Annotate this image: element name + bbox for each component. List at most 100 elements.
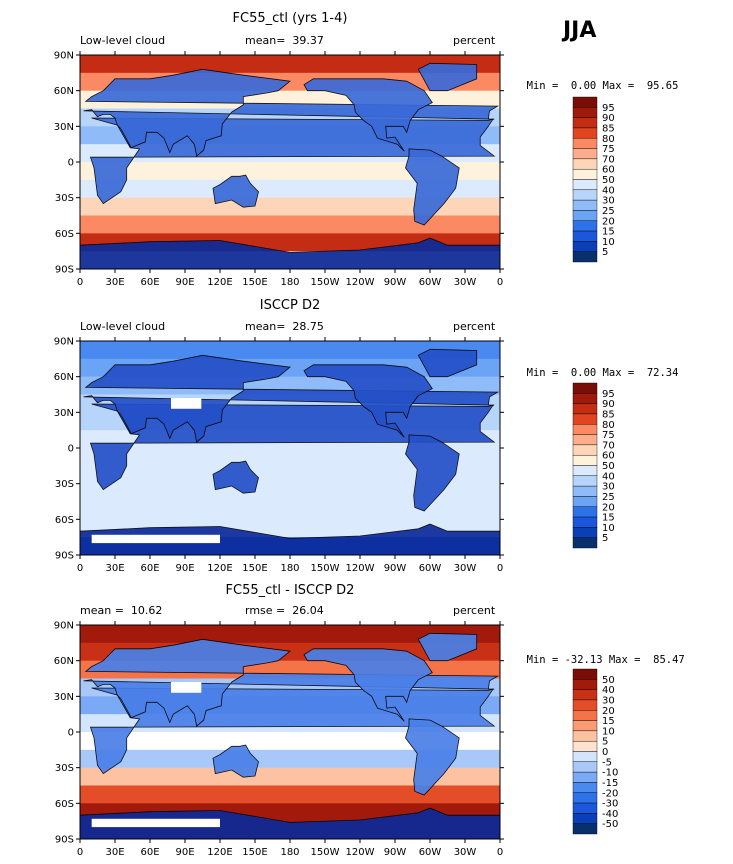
continent-eurasia [83,354,500,443]
colorbar-swatch [572,158,598,170]
colorbar-swatch [572,138,598,149]
lon-label: 180 [280,277,299,288]
colorbar-label: 25 [602,492,615,503]
lon-label: 30E [105,847,124,858]
lon-label: 0 [77,277,83,288]
lon-label: 60W [419,277,442,288]
continent-eurasia [83,68,500,157]
colorbar-label: -40 [602,809,618,820]
colorbar-label: 20 [602,502,615,513]
panel-2-title: ISCCP D2 [259,298,321,313]
panel-2-max-value: 72.34 [646,367,679,379]
colorbar-label: -30 [602,799,618,810]
colorbar-swatch [572,730,598,742]
lat-label: 30N [54,408,74,419]
colorbar-label: 95 [602,389,615,400]
colorbar-swatch [572,241,598,252]
colorbar-swatch [572,740,598,752]
lat-label: 90S [55,265,74,276]
colorbar-label: 30 [602,482,615,493]
colorbar-label: 50 [602,175,615,186]
colorbar-label: 60 [602,165,615,176]
colorbar-label: 20 [602,216,615,227]
lon-label: 150E [242,277,267,288]
colorbar-swatch [572,679,598,690]
colorbar-label: 30 [602,695,615,706]
colorbar-label: 10 [602,523,615,534]
colorbar-swatch [572,127,598,139]
colorbar-label: 0 [602,747,608,758]
panel-3-max-value: 85.47 [653,654,685,666]
lat-label: 60S [55,229,74,240]
colorbar-swatch [572,393,598,404]
colorbar-swatch [572,168,598,180]
panel-3-min-value: -32.13 [564,654,603,666]
colorbar-swatch [572,792,598,804]
lon-label: 90E [175,847,194,858]
lon-label: 0 [497,277,503,288]
colorbar-swatch [572,189,598,201]
lon-label: 0 [497,847,503,858]
colorbar-swatch [572,444,598,456]
lon-label: 120W [346,277,375,288]
lon-label: 120E [207,563,232,574]
field-band [80,162,500,181]
lon-label: 120W [346,847,375,858]
lat-label: 30S [55,763,74,774]
lat-label: 90N [54,337,74,348]
lat-label: 60N [54,656,74,667]
continent-south-america [405,434,460,512]
lon-label: 180 [280,563,299,574]
colorbar-label: 15 [602,227,615,238]
continent-australia [212,174,259,208]
colorbar-label: 25 [602,206,615,217]
colorbar-swatch [572,537,598,549]
panel-3-title: FC55_ctl - ISCCP D2 [225,583,355,598]
missing-data-patch [91,818,220,828]
colorbar-label: 5 [602,247,608,258]
continent-greenland [417,62,478,92]
colorbar-swatch [572,527,598,538]
lat-label: 0 [68,444,74,455]
panel-3-units: percent [453,604,496,617]
colorbar-label: 80 [602,420,615,431]
colorbar-label: 10 [602,726,615,737]
colorbar-label: 40 [602,685,615,696]
colorbar-swatch [572,382,598,394]
lon-label: 150E [242,563,267,574]
colorbar-label: 95 [602,103,615,114]
continent-australia [212,744,259,778]
field-band [80,732,500,751]
colorbar-swatch [572,689,598,701]
colorbar-swatch [572,813,598,824]
lon-label: 30W [454,563,477,574]
field-band [80,55,500,74]
lon-label: 60W [419,563,442,574]
field-band [80,215,500,234]
missing-data-patch [171,682,202,693]
colorbar-swatch [572,761,598,773]
colorbar-swatch [572,506,598,518]
colorbar-swatch [572,107,598,118]
panel-2-max-label: Max = [602,367,635,379]
lon-label: 0 [77,847,83,858]
colorbar-label: -15 [602,778,618,789]
colorbar-swatch [572,720,598,732]
field-band [80,341,500,360]
colorbar-label: -10 [602,768,618,779]
colorbar-label: 30 [602,196,615,207]
field-band [80,767,500,786]
colorbar-swatch [572,710,598,721]
colorbar-label: 75 [602,144,615,155]
lon-label: 180 [280,847,299,858]
field-band [80,483,500,502]
colorbar-label: -20 [602,788,618,799]
field-band [80,749,500,769]
lon-label: 60W [419,847,442,858]
colorbar-swatch [572,771,598,783]
field-band [80,197,500,216]
